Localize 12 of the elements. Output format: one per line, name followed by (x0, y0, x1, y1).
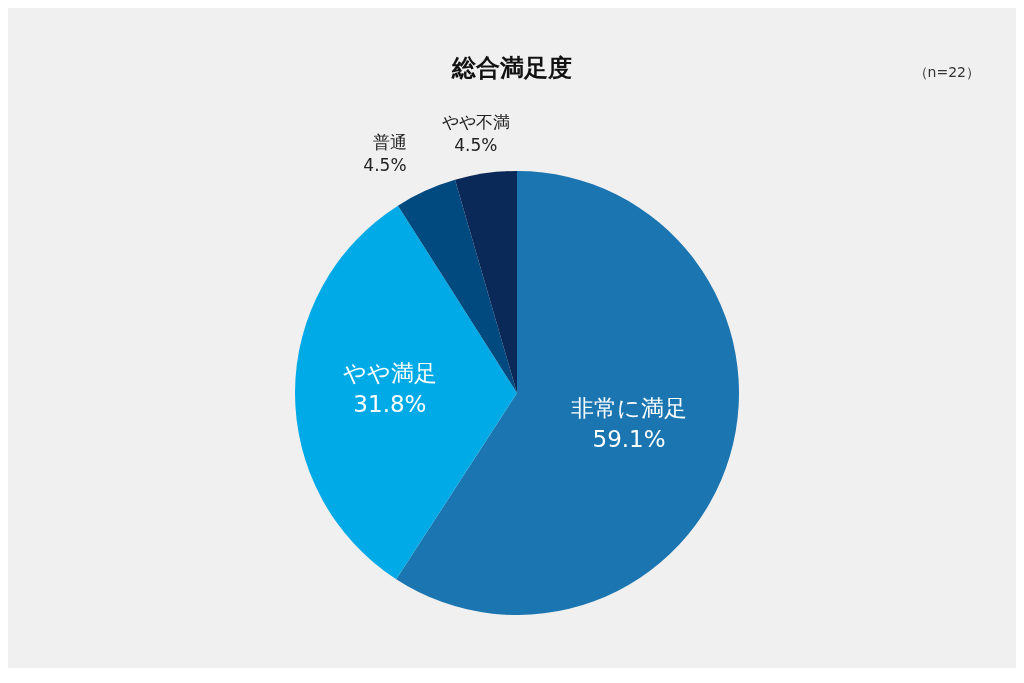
slice-label: やや満足 (342, 359, 437, 386)
pie-slice (295, 205, 517, 580)
data-label: 31.8% (353, 390, 427, 417)
slice-label: 非常に満足 (571, 394, 688, 421)
slice-label: やや不満 (441, 111, 510, 132)
data-label: 4.5% (363, 154, 407, 175)
chart-title: 総合満足度 (452, 54, 572, 82)
text: （n=22） (913, 64, 980, 82)
data-label: 4.5% (454, 134, 498, 155)
data-label: 59.1% (592, 425, 666, 452)
pie-slice (455, 171, 517, 393)
slice-label: 普通 (372, 131, 407, 152)
